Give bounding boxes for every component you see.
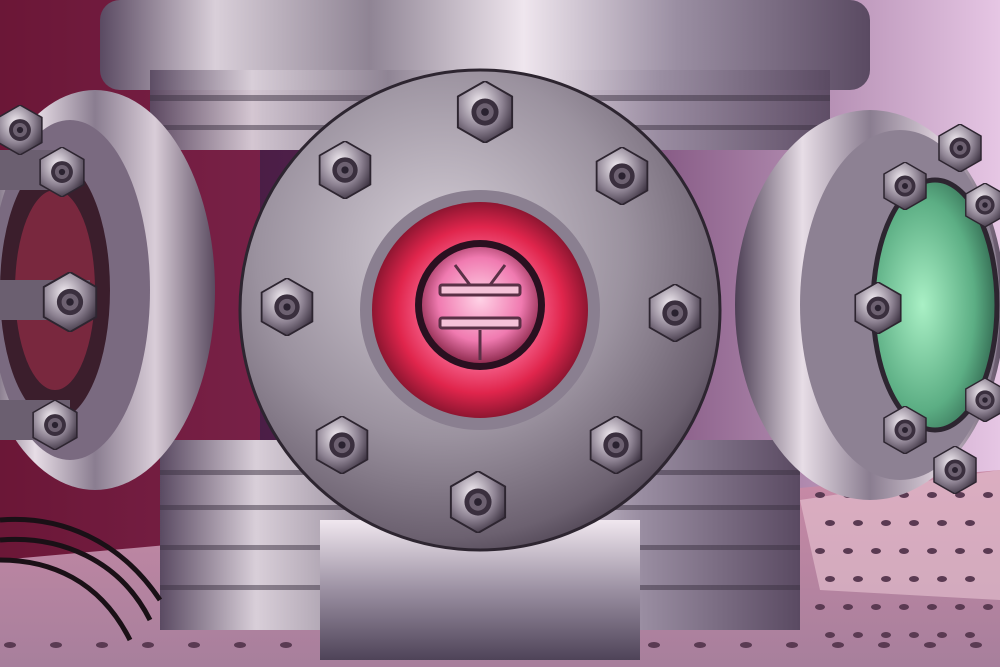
mounting-hole-icon xyxy=(881,632,891,638)
mounting-hole-icon xyxy=(970,642,982,648)
mounting-hole-icon xyxy=(815,548,825,554)
mounting-hole-icon xyxy=(965,520,975,526)
mounting-hole-icon xyxy=(786,642,798,648)
mounting-hole-icon xyxy=(983,548,993,554)
mounting-hole-icon xyxy=(853,632,863,638)
mounting-hole-icon xyxy=(909,576,919,582)
mounting-hole-icon xyxy=(96,642,108,648)
mounting-hole-icon xyxy=(899,604,909,610)
mounting-hole-icon xyxy=(740,642,752,648)
mounting-hole-icon xyxy=(815,604,825,610)
mounting-hole-icon xyxy=(825,576,835,582)
mounting-hole-icon xyxy=(4,642,16,648)
mounting-hole-icon xyxy=(983,604,993,610)
mounting-hole-icon xyxy=(965,632,975,638)
mounting-hole-icon xyxy=(955,604,965,610)
mounting-hole-icon xyxy=(955,548,965,554)
mounting-hole-icon xyxy=(881,520,891,526)
mounting-hole-icon xyxy=(881,576,891,582)
mounting-hole-icon xyxy=(871,604,881,610)
mounting-hole-icon xyxy=(188,642,200,648)
mounting-hole-icon xyxy=(871,548,881,554)
mounting-hole-icon xyxy=(937,576,947,582)
mounting-hole-icon xyxy=(909,520,919,526)
mounting-hole-icon xyxy=(924,642,936,648)
cables xyxy=(0,516,163,642)
mounting-hole-icon xyxy=(825,632,835,638)
mounting-hole-icon xyxy=(843,548,853,554)
mounting-hole-icon xyxy=(878,642,890,648)
mounting-hole-icon xyxy=(142,642,154,648)
mounting-hole-icon xyxy=(853,520,863,526)
ion-trap-electrodes xyxy=(438,264,522,360)
mounting-hole-icon xyxy=(843,604,853,610)
mounting-hole-icon xyxy=(955,492,965,498)
mounting-hole-icon xyxy=(965,576,975,582)
mounting-hole-icon xyxy=(937,520,947,526)
mounting-hole-icon xyxy=(853,576,863,582)
mounting-hole-icon xyxy=(899,548,909,554)
mounting-hole-icon xyxy=(937,632,947,638)
viewport-window-icon xyxy=(873,180,997,430)
mounting-hole-icon xyxy=(909,632,919,638)
mounting-hole-icon xyxy=(825,520,835,526)
mounting-hole-icon xyxy=(50,642,62,648)
mounting-hole-icon xyxy=(832,642,844,648)
mounting-hole-icon xyxy=(927,548,937,554)
mounting-hole-icon xyxy=(927,492,937,498)
mounting-hole-icon xyxy=(280,642,292,648)
mounting-hole-icon xyxy=(234,642,246,648)
mounting-hole-icon xyxy=(927,604,937,610)
mounting-hole-icon xyxy=(694,642,706,648)
mounting-hole-icon xyxy=(648,642,660,648)
mounting-hole-icon xyxy=(815,492,825,498)
mounting-hole-icon xyxy=(983,492,993,498)
